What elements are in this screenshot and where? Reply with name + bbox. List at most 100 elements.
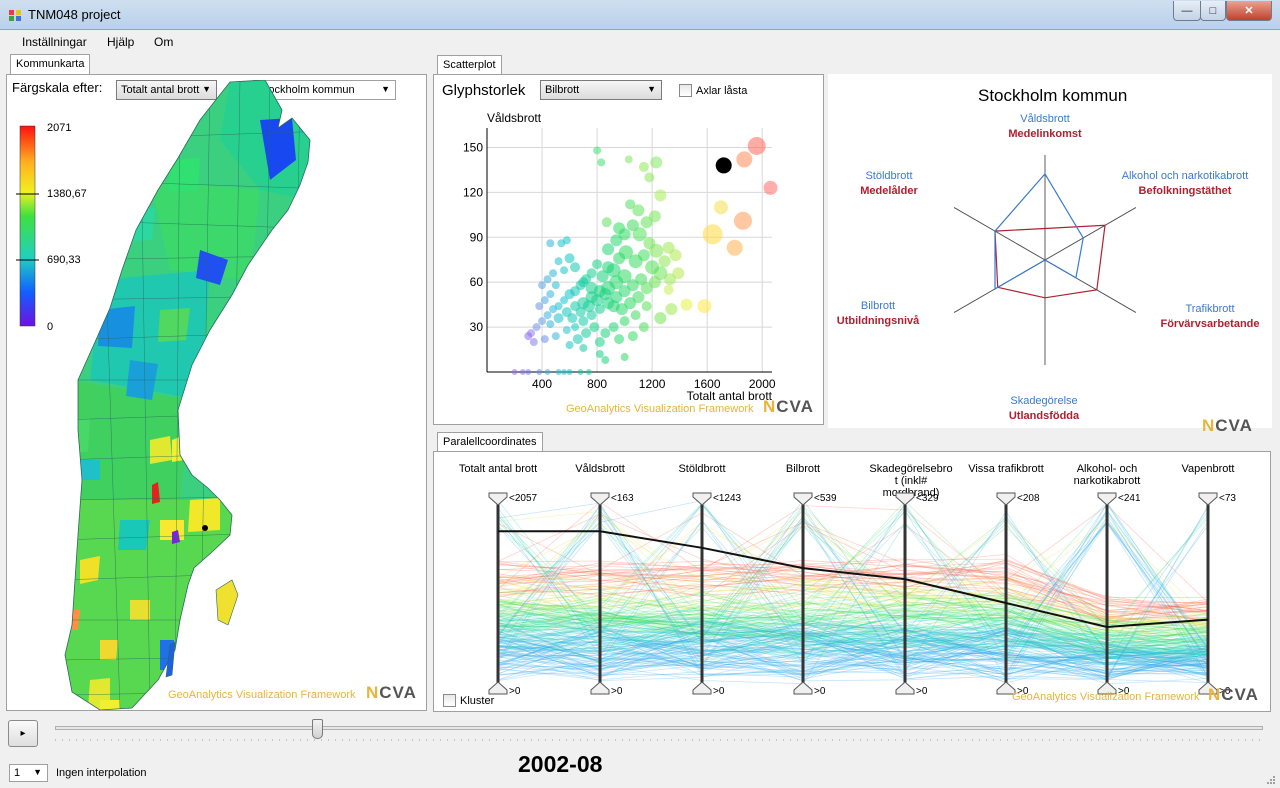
pc-min-handle[interactable]: [1097, 681, 1117, 695]
scatter-point[interactable]: [654, 312, 667, 325]
menu-om[interactable]: Om: [154, 35, 174, 49]
scatter-point[interactable]: [624, 297, 637, 310]
scatter-point[interactable]: [618, 285, 631, 298]
menu-hjalp[interactable]: Hjälp: [107, 35, 135, 49]
scatter-point[interactable]: [644, 172, 655, 183]
scatter-point[interactable]: [638, 322, 649, 333]
scatter-point[interactable]: [519, 369, 526, 375]
pc-max-handle[interactable]: [793, 492, 813, 506]
scatter-point[interactable]: [582, 300, 595, 313]
scatter-point[interactable]: [680, 298, 693, 311]
scatter-point[interactable]: [524, 332, 533, 341]
pc-min-handle[interactable]: [793, 681, 813, 695]
scatter-point[interactable]: [638, 161, 649, 172]
pc-max-handle[interactable]: [1198, 492, 1218, 506]
scatter-point[interactable]: [599, 288, 612, 301]
scatter-point[interactable]: [546, 239, 555, 248]
scatter-point[interactable]: [585, 369, 592, 375]
tab-parallel[interactable]: Paralellcoordinates: [437, 432, 543, 452]
pc-min-handle[interactable]: [895, 681, 915, 695]
scatter-point[interactable]: [632, 227, 647, 242]
scatter-point[interactable]: [654, 189, 667, 202]
scatter-point[interactable]: [536, 369, 543, 375]
pc-min-handle[interactable]: [590, 681, 610, 695]
scatter-point[interactable]: [586, 310, 597, 321]
parallel-chart[interactable]: Totalt antal brott <2057 >0 Våldsbrott <163 >…: [434, 452, 1270, 710]
resize-grip-icon[interactable]: [1265, 774, 1277, 786]
scatter-point[interactable]: [608, 322, 619, 333]
scatter-point[interactable]: [562, 326, 571, 335]
tab-scatterplot[interactable]: Scatterplot: [437, 55, 502, 75]
scatter-point[interactable]: [747, 136, 766, 155]
tab-kommunkarta[interactable]: Kommunkarta: [10, 54, 91, 75]
scatter-point[interactable]: [560, 296, 569, 305]
scatter-point[interactable]: [581, 328, 592, 339]
scatter-point[interactable]: [585, 282, 598, 295]
scatter-point[interactable]: [664, 273, 677, 286]
scatter-point[interactable]: [614, 334, 625, 345]
scatter-point[interactable]: [529, 338, 538, 347]
scatter-point[interactable]: [575, 307, 586, 318]
scatter-point[interactable]: [602, 261, 615, 274]
scatter-point[interactable]: [663, 284, 674, 295]
pc-max-handle[interactable]: [1097, 492, 1117, 506]
scatter-point[interactable]: [610, 234, 623, 247]
scatter-point[interactable]: [549, 305, 558, 314]
scatter-point[interactable]: [594, 304, 605, 315]
scatter-point[interactable]: [560, 266, 569, 275]
scatter-point[interactable]: [632, 204, 645, 217]
lock-axes-checkbox[interactable]: [679, 84, 692, 97]
scatter-point[interactable]: [626, 219, 639, 232]
scatter-point[interactable]: [726, 239, 743, 256]
scatter-point[interactable]: [549, 269, 558, 278]
scatter-point[interactable]: [665, 303, 678, 316]
scatter-point[interactable]: [540, 335, 549, 344]
scatter-point[interactable]: [615, 303, 628, 316]
scatter-point[interactable]: [566, 369, 573, 375]
scatter-point[interactable]: [620, 353, 629, 362]
scatter-chart[interactable]: 400 800 1200 1600 2000 30 60 90 120 150 Våldsbrott…: [434, 104, 822, 404]
pc-max-handle[interactable]: [996, 492, 1016, 506]
scatter-point[interactable]: [567, 313, 578, 324]
scatter-point[interactable]: [640, 216, 653, 229]
scatter-point[interactable]: [648, 276, 661, 289]
scatter-point[interactable]: [593, 146, 602, 155]
scatter-point[interactable]: [626, 279, 639, 292]
sweden-map[interactable]: [60, 80, 360, 710]
scatter-point[interactable]: [601, 217, 612, 228]
scatter-point[interactable]: [578, 316, 589, 327]
scatter-point[interactable]: [594, 337, 605, 348]
cluster-checkbox[interactable]: [443, 694, 456, 707]
scatter-point[interactable]: [554, 257, 563, 266]
play-button[interactable]: ▸: [8, 720, 38, 747]
time-slider-track[interactable]: [55, 726, 1263, 730]
scatter-point[interactable]: [649, 243, 664, 258]
scatter-point[interactable]: [697, 299, 712, 314]
pc-max-handle[interactable]: [692, 492, 712, 506]
scatter-point[interactable]: [658, 255, 671, 268]
scatter-point[interactable]: [538, 281, 547, 290]
scatter-point[interactable]: [648, 210, 661, 223]
scatter-point[interactable]: [624, 155, 633, 164]
scatter-point[interactable]: [532, 323, 541, 332]
scatter-point[interactable]: [592, 259, 603, 270]
interpolation-combo[interactable]: 1 ▼: [9, 764, 48, 782]
menu-installningar[interactable]: Inställningar: [22, 35, 87, 49]
scatter-point[interactable]: [672, 267, 685, 280]
scatter-point[interactable]: [577, 369, 584, 375]
scatter-point[interactable]: [551, 332, 560, 341]
scatter-point[interactable]: [535, 302, 544, 311]
scatter-point[interactable]: [578, 277, 589, 288]
scatter-point[interactable]: [625, 199, 636, 210]
scatter-point[interactable]: [553, 313, 564, 324]
pc-min-handle[interactable]: [488, 681, 508, 695]
scatter-point[interactable]: [570, 262, 581, 273]
scatter-point[interactable]: [543, 275, 552, 284]
scatter-point[interactable]: [589, 322, 600, 333]
pc-max-handle[interactable]: [488, 492, 508, 506]
scatter-point[interactable]: [627, 331, 638, 342]
scatter-point[interactable]: [632, 291, 645, 304]
scatter-point[interactable]: [525, 369, 532, 375]
scatter-point[interactable]: [618, 228, 631, 241]
scatter-point[interactable]: [619, 316, 630, 327]
